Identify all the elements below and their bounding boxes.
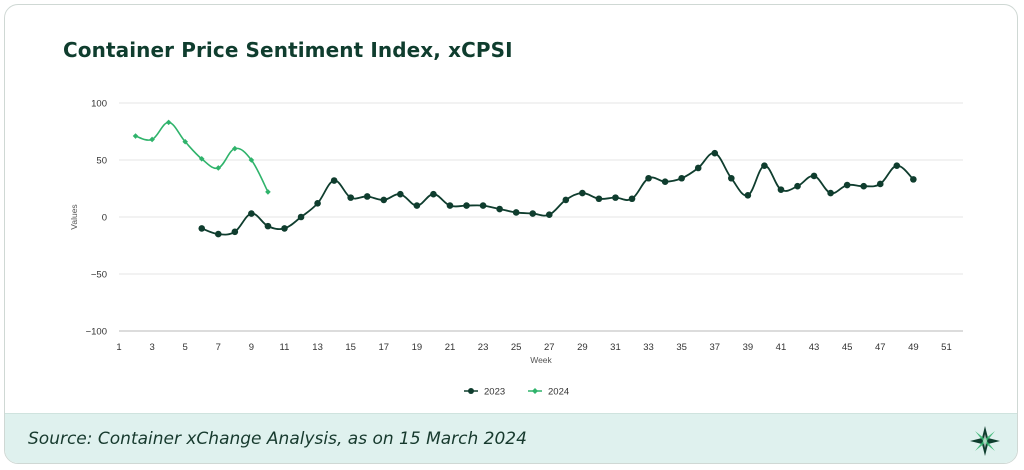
data-point-2023: [612, 194, 619, 201]
source-note: Source: Container xChange Analysis, as o…: [28, 429, 527, 449]
data-point-2023: [777, 186, 785, 193]
data-point-2023: [264, 222, 272, 230]
x-tick-label: 37: [709, 342, 720, 353]
x-tick-label: 51: [941, 342, 952, 353]
x-tick-label: 41: [776, 342, 787, 353]
chart-title: Container Price Sentiment Index, xCPSI: [63, 38, 513, 62]
data-point-2023: [761, 162, 768, 169]
data-point-2024: [215, 165, 222, 171]
data-point-2023: [446, 202, 454, 209]
data-point-2023: [827, 189, 834, 197]
data-point-2023: [661, 178, 669, 185]
data-point-2023: [810, 172, 818, 180]
x-tick-label: 29: [577, 342, 588, 353]
x-tick-label: 25: [511, 342, 522, 353]
x-tick-label: 39: [743, 342, 754, 353]
data-point-2023: [397, 190, 404, 198]
data-point-2023: [314, 200, 321, 207]
y-tick-label: −50: [91, 270, 107, 281]
y-tick-label: 100: [91, 99, 107, 110]
data-point-2024: [182, 138, 188, 145]
data-point-2023: [876, 180, 884, 188]
data-point-2023: [910, 176, 917, 183]
data-point-2024: [232, 145, 238, 152]
x-tick-label: 11: [280, 342, 290, 353]
data-point-2023: [744, 192, 752, 199]
data-point-2023: [479, 202, 487, 209]
x-tick-label: 15: [345, 342, 356, 353]
data-point-2023: [413, 202, 421, 209]
data-point-2023: [198, 225, 206, 232]
x-tick-label: 35: [676, 342, 687, 353]
data-point-2023: [463, 202, 470, 209]
x-tick-label: 19: [412, 342, 423, 353]
series-line-2023: [201, 152, 914, 236]
legend-marker-2023: [468, 388, 474, 394]
data-point-2023: [363, 193, 371, 200]
data-point-2023: [562, 196, 570, 204]
data-point-2023: [711, 149, 719, 157]
data-point-2023: [579, 189, 586, 197]
data-point-2024: [165, 119, 172, 126]
y-tick-label: 0: [102, 213, 107, 224]
data-point-2023: [728, 174, 735, 182]
data-point-2024: [132, 133, 139, 139]
x-tick-label: 5: [183, 342, 188, 353]
x-tick-label: 3: [149, 342, 154, 353]
data-point-2023: [380, 196, 388, 204]
data-point-2023: [512, 209, 520, 216]
legend-label-2024: 2024: [548, 387, 569, 398]
x-tick-label: 13: [312, 342, 323, 353]
data-point-2023: [694, 164, 702, 172]
x-tick-label: 33: [643, 342, 654, 353]
y-tick-label: 50: [96, 156, 107, 167]
y-axis-label: Values: [69, 204, 79, 229]
legend-marker-2024: [532, 388, 538, 394]
data-point-2023: [595, 195, 603, 203]
xchange-star-icon: [970, 426, 1000, 456]
x-tick-label: 7: [216, 342, 221, 353]
data-point-2023: [231, 228, 239, 236]
x-tick-label: 31: [610, 342, 621, 353]
x-tick-label: 47: [875, 342, 886, 353]
x-axis-label: Week: [530, 355, 552, 365]
data-point-2024: [149, 136, 155, 143]
data-point-2023: [430, 190, 437, 198]
data-point-2023: [645, 174, 652, 182]
data-point-2023: [678, 174, 685, 182]
data-point-2023: [281, 225, 288, 232]
x-tick-label: 27: [544, 342, 555, 353]
x-tick-label: 17: [378, 342, 389, 353]
data-point-2023: [860, 182, 868, 190]
data-point-2023: [496, 205, 503, 213]
data-point-2023: [248, 210, 255, 217]
data-point-2024: [248, 157, 255, 163]
data-point-2024: [265, 189, 271, 195]
data-point-2023: [628, 195, 636, 203]
x-tick-label: 9: [249, 342, 254, 353]
data-point-2023: [794, 182, 801, 190]
x-tick-label: 49: [908, 342, 919, 353]
y-tick-label: −100: [86, 327, 107, 338]
footer-bar: Source: Container xChange Analysis, as o…: [5, 413, 1017, 463]
data-point-2023: [529, 210, 537, 217]
x-tick-label: 1: [116, 342, 121, 353]
data-point-2023: [330, 177, 338, 184]
x-tick-label: 23: [478, 342, 489, 353]
data-point-2023: [893, 162, 901, 169]
chart-card: Container Price Sentiment Index, xCPSI 1…: [4, 4, 1018, 464]
data-point-2023: [347, 194, 354, 201]
data-point-2023: [545, 211, 553, 219]
x-tick-label: 43: [809, 342, 820, 353]
x-tick-label: 45: [842, 342, 853, 353]
legend-label-2023: 2023: [484, 387, 505, 398]
data-point-2023: [843, 181, 851, 189]
data-point-2023: [297, 213, 305, 221]
x-tick-label: 21: [445, 342, 456, 353]
data-point-2023: [214, 230, 222, 238]
data-point-2024: [198, 156, 205, 162]
